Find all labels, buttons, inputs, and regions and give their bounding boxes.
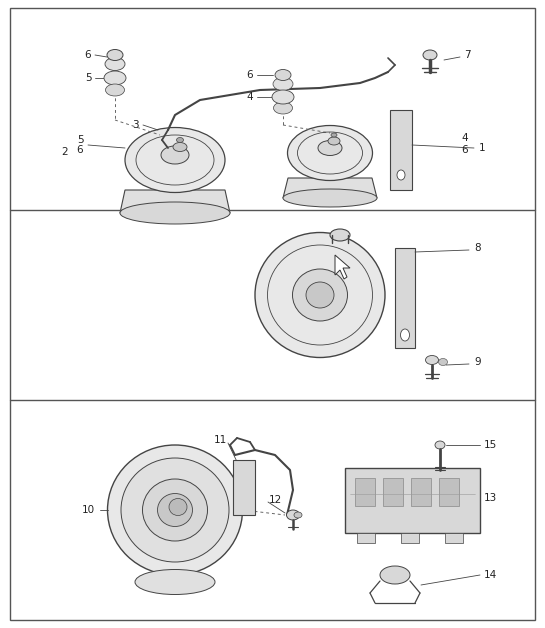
Text: 13: 13 [483,493,496,503]
Ellipse shape [273,77,293,90]
Text: 5: 5 [77,135,83,145]
Bar [233,460,255,515]
Text: 6: 6 [84,50,92,60]
Ellipse shape [293,269,348,321]
Ellipse shape [158,494,192,526]
Text: 4: 4 [462,133,468,143]
Ellipse shape [105,58,125,70]
Text: 3: 3 [132,120,138,130]
Text: 14: 14 [483,570,496,580]
Ellipse shape [283,189,377,207]
Polygon shape [120,190,230,213]
Ellipse shape [380,566,410,584]
Ellipse shape [318,141,342,156]
Ellipse shape [423,50,437,60]
Text: 11: 11 [214,435,227,445]
Text: 7: 7 [464,50,470,60]
Bar [355,478,375,506]
Bar [345,468,480,533]
Ellipse shape [125,127,225,193]
Text: 12: 12 [268,495,282,505]
Ellipse shape [274,102,293,114]
Ellipse shape [275,70,291,80]
Ellipse shape [173,143,187,151]
Bar [401,533,419,543]
Ellipse shape [121,458,229,562]
Ellipse shape [104,71,126,85]
Text: 6: 6 [462,145,468,155]
Polygon shape [335,255,350,279]
Ellipse shape [107,445,243,575]
Text: 1: 1 [479,143,485,153]
Bar [383,478,403,506]
Ellipse shape [331,133,337,137]
Bar [445,533,463,543]
Bar [411,478,431,506]
Ellipse shape [397,170,405,180]
Text: 10: 10 [81,505,95,515]
Ellipse shape [435,441,445,449]
Ellipse shape [287,510,300,520]
Text: 4: 4 [247,92,253,102]
Ellipse shape [107,50,123,60]
Ellipse shape [169,499,187,516]
Ellipse shape [439,359,447,365]
Text: 15: 15 [483,440,496,450]
Text: 6: 6 [77,145,83,155]
Ellipse shape [255,232,385,357]
Bar [439,478,459,506]
Ellipse shape [177,138,184,143]
Ellipse shape [106,84,124,96]
Ellipse shape [120,202,230,224]
Ellipse shape [294,512,302,518]
Text: 2: 2 [62,147,68,157]
Bar [390,110,412,190]
Text: 5: 5 [84,73,92,83]
Text: 6: 6 [247,70,253,80]
Ellipse shape [401,329,409,341]
Ellipse shape [288,126,372,180]
Ellipse shape [328,137,340,145]
Text: 9: 9 [475,357,481,367]
Ellipse shape [142,479,208,541]
Ellipse shape [426,355,439,364]
Ellipse shape [272,90,294,104]
Ellipse shape [330,229,350,241]
Ellipse shape [161,146,189,164]
Bar [395,248,415,348]
Polygon shape [283,178,377,198]
Ellipse shape [135,570,215,595]
Bar [357,533,375,543]
Text: 8: 8 [475,243,481,253]
Ellipse shape [306,282,334,308]
